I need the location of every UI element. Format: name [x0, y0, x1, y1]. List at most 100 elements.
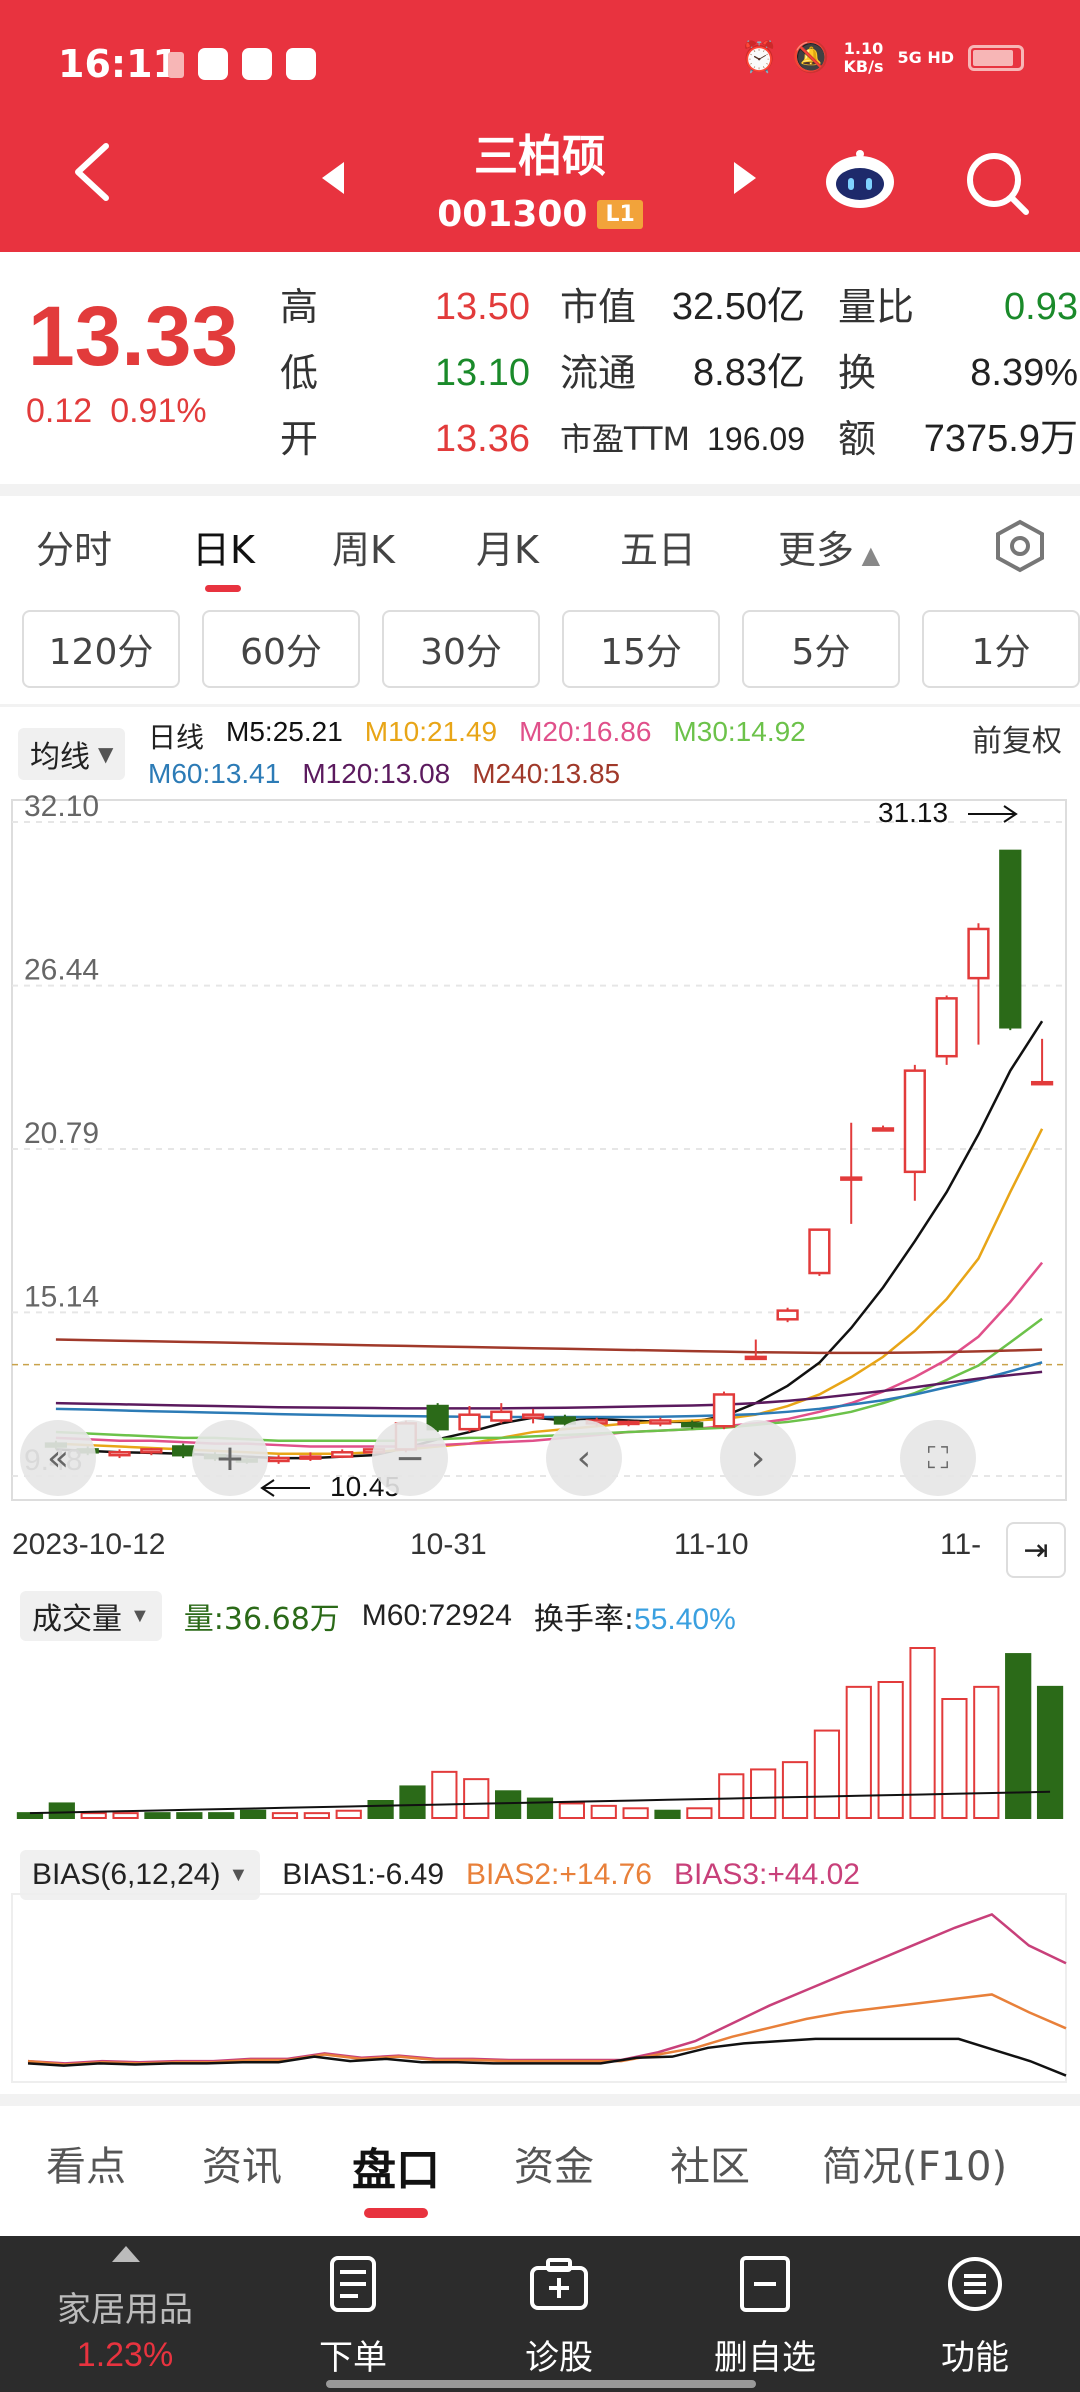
jump-to-latest-button[interactable]: ⇥	[1006, 1522, 1066, 1578]
triangle-right-icon	[734, 162, 756, 194]
tab-order-book[interactable]: 盘口	[352, 2134, 440, 2198]
ai-assistant-button[interactable]	[822, 148, 898, 212]
arrow-right-head	[1003, 805, 1018, 823]
tab-capital[interactable]: 资金	[514, 2144, 594, 2190]
amount-label: 额	[838, 417, 877, 461]
double-chevron-left-icon: «	[46, 1437, 70, 1479]
document-icon	[330, 2256, 376, 2312]
mute-icon: 🔕	[792, 40, 830, 75]
tab-weekly-k[interactable]: 周K	[332, 527, 395, 572]
vr-value: 0.93	[1004, 286, 1078, 328]
arrow-to-end-icon: ⇥	[1023, 1532, 1049, 1568]
bias-indicator-select[interactable]: BIAS(6,12,24) ▼	[20, 1850, 261, 1900]
remove-favorite-label: 删自选	[714, 2338, 816, 2378]
volume-bar	[335, 1809, 362, 1819]
bias2-value: BIAS2:+14.76	[466, 1858, 652, 1891]
indicator-select[interactable]: 均线 ▼	[18, 728, 126, 780]
ma-line-m5	[55, 1020, 1044, 1460]
candle-body	[999, 849, 1022, 1029]
x-label: 11-	[940, 1528, 982, 1561]
period-120m-button[interactable]: 120分	[22, 610, 180, 688]
adjust-mode-label[interactable]: 前复权	[972, 724, 1062, 759]
app-notification-icon	[242, 48, 272, 80]
volume-indicator-select[interactable]: 成交量 ▼	[20, 1591, 162, 1641]
turnover-value: 55.40%	[634, 1603, 736, 1636]
volume-chart[interactable]	[0, 1640, 1080, 1830]
candle-body	[299, 1455, 322, 1460]
period-5m-button[interactable]: 5分	[742, 610, 900, 688]
volume-ma60-line	[29, 1790, 1051, 1815]
caret-up-icon: ▲	[854, 540, 881, 569]
candle-body	[649, 1419, 672, 1425]
home-indicator	[326, 2380, 756, 2388]
period-1m-button[interactable]: 1分	[922, 610, 1080, 688]
volume-bar	[399, 1785, 426, 1820]
tab-more[interactable]: 更多 ▲	[778, 519, 880, 574]
tab-five-day[interactable]: 五日	[620, 527, 697, 572]
scroll-left-button[interactable]: ‹	[546, 1420, 622, 1496]
candle-body	[712, 1393, 736, 1428]
bias3-value: BIAS3:+44.02	[673, 1858, 860, 1891]
period-30m-button[interactable]: 30分	[382, 610, 540, 688]
tab-highlights[interactable]: 看点	[46, 2144, 126, 2190]
caret-up-icon	[112, 2246, 140, 2262]
settings-button[interactable]	[992, 518, 1048, 574]
plus-icon: +	[214, 1437, 246, 1479]
net-speed: 1.10 KB/s	[843, 39, 884, 76]
next-stock-button[interactable]	[730, 160, 760, 196]
pe-label: 市盈TTM	[560, 420, 691, 458]
volume-bar	[176, 1812, 203, 1819]
tab-daily-k[interactable]: 日K	[192, 519, 255, 574]
fullscreen-button[interactable]: ⛶	[900, 1420, 976, 1496]
place-order-button[interactable]: 下单	[268, 2254, 438, 2379]
zoom-in-button[interactable]: +	[192, 1420, 268, 1496]
app-notification-icon	[198, 48, 228, 80]
turn-label: 换	[838, 351, 877, 395]
open-label: 开	[280, 417, 319, 461]
candles	[44, 849, 1054, 1464]
ma-lines	[55, 1020, 1044, 1460]
search-button[interactable]	[962, 148, 1032, 218]
y-tick-label: 32.10	[24, 790, 99, 823]
candle-body	[744, 1355, 767, 1361]
bottom-action-bar: 家居用品 1.23% 下单 诊股 删自选	[0, 2236, 1080, 2392]
ma-legend-row-2: M60:13.41 M120:13.08 M240:13.85	[148, 758, 620, 790]
high-annotation-label: 31.13	[878, 797, 948, 828]
x-label-start: 2023-10-12	[12, 1528, 166, 1561]
bias-chart[interactable]	[0, 1890, 1080, 2090]
ma-line-m60	[55, 1361, 1043, 1419]
volume-bar	[941, 1698, 968, 1819]
tab-timeshare[interactable]: 分时	[36, 527, 113, 572]
remove-favorite-button[interactable]: 删自选	[680, 2254, 850, 2379]
bias1-value: BIAS1:-6.49	[282, 1858, 444, 1891]
candle-body	[967, 927, 990, 980]
period-60m-button[interactable]: 60分	[202, 610, 360, 688]
price-change: 0.12 0.91%	[26, 392, 207, 431]
expand-icon: ⛶	[927, 1440, 949, 1476]
volume-bar	[112, 1812, 139, 1819]
volume-bar	[80, 1812, 107, 1819]
period-15m-button[interactable]: 15分	[562, 610, 720, 688]
y-tick-label: 26.44	[24, 954, 99, 987]
tab-monthly-k[interactable]: 月K	[476, 527, 539, 572]
prev-stock-button[interactable]	[318, 160, 348, 196]
back-button[interactable]	[70, 140, 110, 201]
tab-profile-f10[interactable]: 简况(F10)	[822, 2144, 1008, 2190]
caret-down-icon: ▼	[228, 1863, 249, 1886]
scroll-right-button[interactable]: ›	[720, 1420, 796, 1496]
sector-button[interactable]: 家居用品 1.23%	[0, 2236, 250, 2392]
tab-community[interactable]: 社区	[670, 2144, 750, 2190]
volume-bar	[431, 1770, 458, 1820]
diagnose-button[interactable]: 诊股	[474, 2254, 644, 2379]
ma-line-m240	[55, 1338, 1043, 1355]
high-value: 13.50	[434, 286, 530, 328]
scroll-left-fast-button[interactable]: «	[20, 1420, 96, 1496]
candle-body	[776, 1309, 799, 1321]
zoom-out-button[interactable]: −	[372, 1420, 448, 1496]
candle-body	[172, 1445, 195, 1457]
ma30-value: M30:14.92	[673, 716, 806, 747]
volume-bars	[16, 1647, 1064, 1820]
functions-button[interactable]: 功能	[890, 2254, 1060, 2379]
tab-news[interactable]: 资讯	[202, 2144, 282, 2190]
